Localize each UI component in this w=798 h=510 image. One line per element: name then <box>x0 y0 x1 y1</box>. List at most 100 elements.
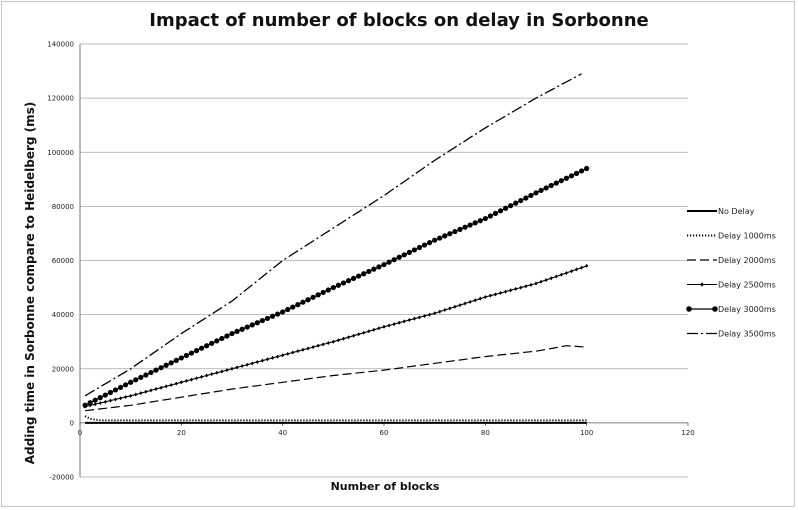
data-point-delay-3000ms <box>117 384 124 390</box>
series-line-delay-2000ms <box>85 345 587 412</box>
data-point-delay-2500ms <box>230 366 234 371</box>
data-point-delay-2500ms <box>580 265 584 270</box>
data-point-delay-3000ms <box>427 240 433 246</box>
data-point-delay-2500ms <box>433 311 437 316</box>
data-point-delay-2500ms <box>159 385 163 390</box>
data-point-delay-2500ms <box>357 332 361 337</box>
series-line-delay-1000ms <box>84 415 587 422</box>
data-point-delay-3000ms <box>87 400 93 406</box>
data-point-delay-3000ms <box>107 389 113 396</box>
data-point-delay-2500ms <box>265 357 270 362</box>
data-point-delay-3000ms <box>497 208 504 214</box>
data-point-delay-3000ms <box>163 362 169 368</box>
data-point-delay-3000ms <box>340 280 347 286</box>
data-point-delay-2500ms <box>129 393 133 398</box>
data-point-delay-2500ms <box>554 274 558 279</box>
data-point-delay-2500ms <box>225 368 229 373</box>
data-point-delay-2500ms <box>169 382 173 387</box>
data-point-delay-3000ms <box>518 197 524 204</box>
data-point-delay-3000ms <box>229 330 235 337</box>
data-point-delay-2500ms <box>118 396 123 401</box>
data-point-delay-3000ms <box>371 266 377 272</box>
data-point-delay-3000ms <box>432 237 438 243</box>
x-tick-label: 120 <box>681 429 694 437</box>
legend-marker-delay-3000ms <box>686 306 692 312</box>
data-point-delay-2500ms <box>428 312 432 317</box>
data-point-delay-2500ms <box>154 387 158 392</box>
y-tick-label: 100000 <box>47 149 74 157</box>
legend-label-delay-3000ms: Delay 3000ms <box>718 305 776 314</box>
data-point-delay-2500ms <box>124 395 128 400</box>
data-point-delay-3000ms <box>421 242 428 248</box>
data-point-delay-2500ms <box>250 361 254 366</box>
data-point-delay-2500ms <box>412 316 416 321</box>
series-line-delay-3500ms <box>84 73 582 397</box>
data-point-delay-2500ms <box>463 301 467 306</box>
data-point-delay-3000ms <box>193 348 200 354</box>
data-point-delay-3000ms <box>209 340 215 346</box>
data-point-delay-2500ms <box>210 372 214 377</box>
legend-label-delay-3500ms: Delay 3500ms <box>718 330 776 339</box>
data-point-delay-3000ms <box>315 292 321 298</box>
data-point-delay-3000ms <box>437 235 443 241</box>
data-point-delay-2500ms <box>514 286 518 291</box>
legend-label-delay-2500ms: Delay 2500ms <box>718 281 776 290</box>
data-point-delay-3000ms <box>411 247 417 253</box>
data-point-delay-3000ms <box>482 215 488 222</box>
data-point-delay-2500ms <box>397 320 401 325</box>
data-point-delay-3000ms <box>558 178 564 184</box>
data-point-delay-2500ms <box>316 343 320 348</box>
data-point-delay-2500ms <box>438 309 442 314</box>
y-tick-label: 80000 <box>52 203 74 211</box>
data-point-delay-3000ms <box>310 294 316 300</box>
data-point-delay-2500ms <box>336 338 340 343</box>
data-point-delay-2500ms <box>488 293 492 298</box>
data-point-delay-3000ms <box>366 268 372 275</box>
x-tick-label: 40 <box>278 429 287 437</box>
data-point-delay-3000ms <box>548 182 554 189</box>
data-point-delay-3000ms <box>401 252 407 258</box>
data-point-delay-2500ms <box>478 296 482 301</box>
data-point-delay-2500ms <box>149 388 153 393</box>
data-point-delay-2500ms <box>574 267 579 272</box>
legend: No Delay Delay 1000ms Delay 2000ms Delay 25… <box>686 207 776 339</box>
data-point-delay-2500ms <box>276 354 280 359</box>
data-point-delay-3000ms <box>199 345 205 351</box>
data-point-delay-3000ms <box>280 309 286 315</box>
data-point-delay-2500ms <box>205 373 209 378</box>
data-point-delay-3000ms <box>416 244 423 251</box>
data-point-delay-2500ms <box>509 288 513 293</box>
data-point-delay-2500ms <box>255 359 259 364</box>
y-tick-label: -20000 <box>49 474 74 482</box>
series-line-delay-2500ms <box>84 265 587 408</box>
data-point-delay-3000ms <box>381 261 387 268</box>
data-point-delay-3000ms <box>563 175 570 181</box>
data-point-delay-3000ms <box>264 315 271 322</box>
data-point-delay-2500ms <box>402 319 406 324</box>
data-point-delay-3000ms <box>300 299 306 305</box>
data-point-delay-3000ms <box>472 220 478 226</box>
data-point-delay-3000ms <box>102 392 108 398</box>
data-point-delay-3000ms <box>325 287 331 293</box>
data-point-delay-2500ms <box>331 339 335 344</box>
x-axis-label: Number of blocks <box>330 480 440 493</box>
series-line-delay-3000ms <box>84 167 587 406</box>
data-point-delay-2500ms <box>458 303 462 308</box>
data-point-delay-3000ms <box>285 306 291 313</box>
data-point-delay-2500ms <box>407 318 411 323</box>
data-point-delay-2500ms <box>103 399 107 404</box>
data-point-delay-2500ms <box>473 298 477 303</box>
data-point-delay-3000ms <box>173 357 179 363</box>
data-point-delay-3000ms <box>523 195 529 201</box>
data-point-delay-2500ms <box>539 279 543 284</box>
data-point-delay-2500ms <box>564 270 568 275</box>
data-point-delay-3000ms <box>244 324 250 330</box>
data-point-delay-2500ms <box>352 333 356 338</box>
data-point-delay-2500ms <box>468 299 472 304</box>
data-point-delay-2500ms <box>184 378 188 383</box>
data-point-delay-3000ms <box>462 224 468 230</box>
data-point-delay-3000ms <box>290 304 296 310</box>
data-point-delay-3000ms <box>168 360 174 366</box>
data-point-delay-3000ms <box>477 218 483 224</box>
data-point-delay-2500ms <box>245 362 249 367</box>
